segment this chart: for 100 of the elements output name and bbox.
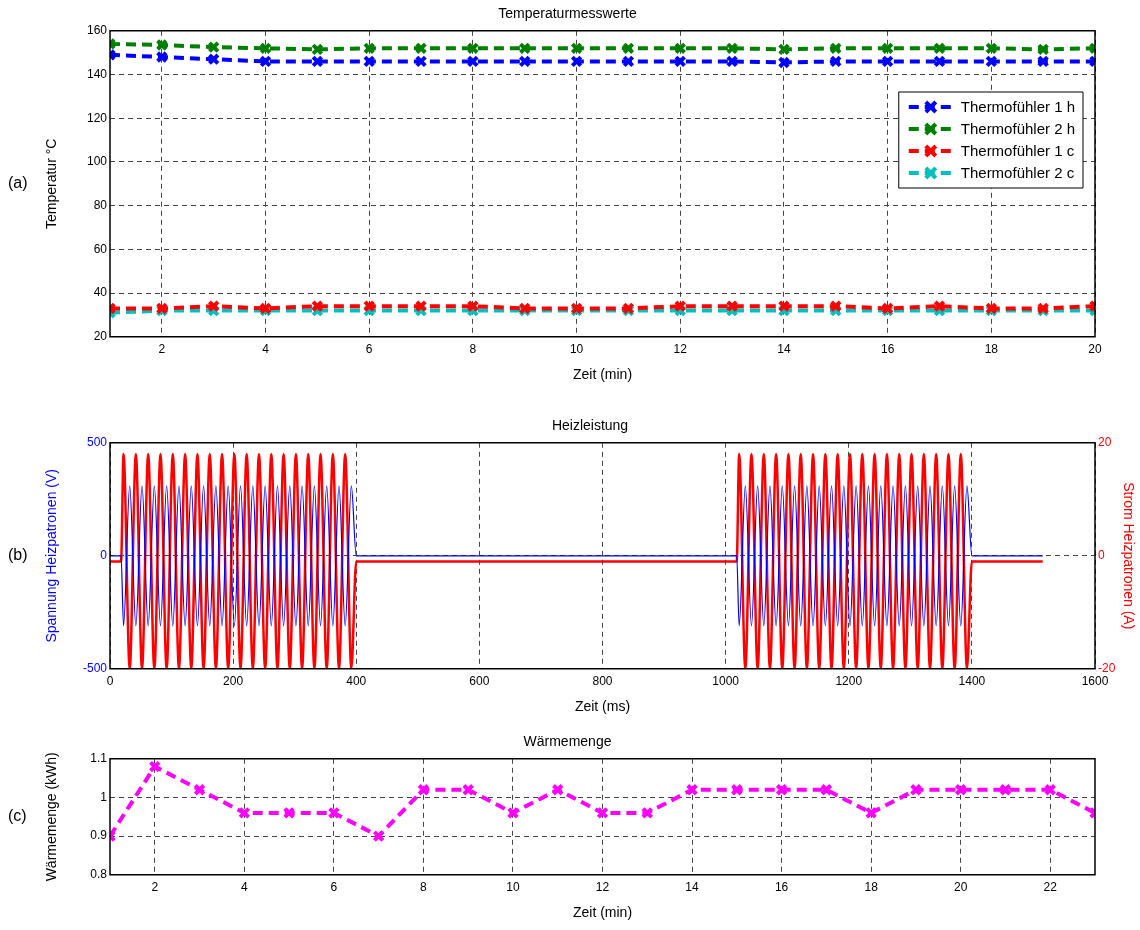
point: [909, 783, 923, 796]
chart-title: Heizleistung: [551, 417, 629, 434]
point: [622, 42, 635, 55]
point: [674, 299, 687, 313]
x-tick-label: 1600: [1081, 674, 1109, 689]
x-tick-label: 12: [595, 880, 610, 895]
point: [881, 55, 894, 68]
point: [985, 42, 998, 55]
x-axis-title: Zeit (min): [572, 366, 633, 383]
y-tick-label: 100: [86, 154, 108, 169]
y-tick-label: 120: [86, 110, 108, 125]
point: [518, 42, 531, 55]
y2-axis-title: Strom Heizpatronen (A): [1120, 482, 1137, 630]
x-tick-label: 4: [262, 342, 270, 357]
point: [282, 806, 296, 820]
x-tick-label: 14: [685, 880, 700, 895]
x-tick-label: 22: [1043, 880, 1058, 895]
y-tick-label: 0.8: [90, 867, 108, 882]
chart-title: Wärmemenge: [523, 733, 612, 750]
point: [362, 42, 376, 55]
x-tick-label: 14: [777, 342, 791, 357]
chart-title: Temperaturmesswerte: [498, 5, 637, 22]
point: [954, 783, 967, 796]
y-tick-label: 500: [86, 435, 108, 450]
point: [372, 829, 385, 843]
point: [259, 42, 272, 55]
x-tick-label: 18: [984, 342, 999, 357]
x-tick-label: 12: [673, 342, 688, 357]
legend-label: Thermofühler 1 c: [960, 142, 1075, 160]
point: [730, 783, 744, 796]
x-tick-label: 4: [240, 880, 248, 895]
point: [777, 299, 791, 313]
x-axis-title: Zeit (min): [572, 904, 633, 921]
x-tick-label: 18: [864, 880, 879, 895]
point: [518, 55, 531, 68]
x-tick-label: 20: [954, 880, 968, 895]
text: (a): [8, 174, 28, 192]
point: [207, 40, 220, 54]
x-tick-label: 10: [569, 342, 584, 357]
point: [1036, 43, 1050, 56]
point: [155, 38, 169, 52]
point: [551, 783, 564, 796]
point: [596, 806, 609, 820]
legend-label: Thermofühler 2 c: [960, 164, 1075, 182]
point: [829, 55, 843, 68]
x-tick-label: 6: [365, 342, 373, 357]
point: [259, 55, 272, 68]
point: [207, 52, 220, 66]
x-tick-label: 200: [223, 674, 244, 689]
y-tick-label: 1: [100, 789, 108, 804]
point: [881, 42, 894, 55]
point: [685, 783, 699, 796]
y-tick-label: 140: [86, 66, 108, 81]
y-axis-title: Wärmemenge (kWh): [43, 752, 60, 882]
point: [725, 55, 739, 68]
x-tick-label: 2: [158, 342, 166, 357]
x-tick-label: 600: [469, 674, 490, 689]
point: [506, 806, 520, 820]
x-tick-label: 400: [346, 674, 367, 689]
x-tick-label: 1400: [958, 674, 986, 689]
y-tick-label: 80: [93, 197, 108, 212]
x-tick-label: 1000: [712, 674, 740, 689]
x-tick-label: 2: [151, 880, 159, 895]
point: [570, 55, 583, 68]
point: [829, 42, 843, 55]
point: [829, 299, 843, 313]
y-tick-label: 40: [93, 285, 108, 300]
point: [985, 55, 998, 68]
x-tick-label: 8: [469, 342, 477, 357]
point: [820, 783, 833, 796]
point: [775, 783, 788, 796]
point: [466, 42, 480, 55]
point: [864, 806, 878, 820]
point: [933, 299, 946, 313]
point: [933, 55, 946, 68]
x-tick-label: 16: [774, 880, 789, 895]
y-tick-label: 0: [100, 548, 108, 563]
point: [777, 56, 791, 69]
point: [155, 50, 169, 64]
point: [311, 55, 324, 68]
point: [148, 760, 162, 773]
point: [1043, 783, 1057, 796]
point: [311, 43, 324, 56]
y-axis-title: Spannung Heizpatronen (V): [43, 469, 60, 643]
x-tick-label: 800: [592, 674, 613, 689]
point: [570, 42, 583, 55]
point: [725, 42, 739, 55]
point: [674, 55, 687, 68]
y-tick-label: 1.1: [90, 751, 108, 766]
point: [1036, 55, 1050, 68]
x-axis-title: Zeit (ms): [574, 698, 631, 715]
y-tick-label: -500: [82, 661, 108, 676]
y2-tick-label: 20: [1098, 435, 1112, 450]
x-tick-label: 8: [420, 880, 428, 895]
point: [414, 299, 428, 313]
x-tick-label: 6: [330, 880, 338, 895]
y-axis-title: Temperatur °C: [43, 138, 60, 229]
point: [193, 783, 206, 796]
point: [362, 55, 376, 68]
point: [466, 299, 480, 313]
